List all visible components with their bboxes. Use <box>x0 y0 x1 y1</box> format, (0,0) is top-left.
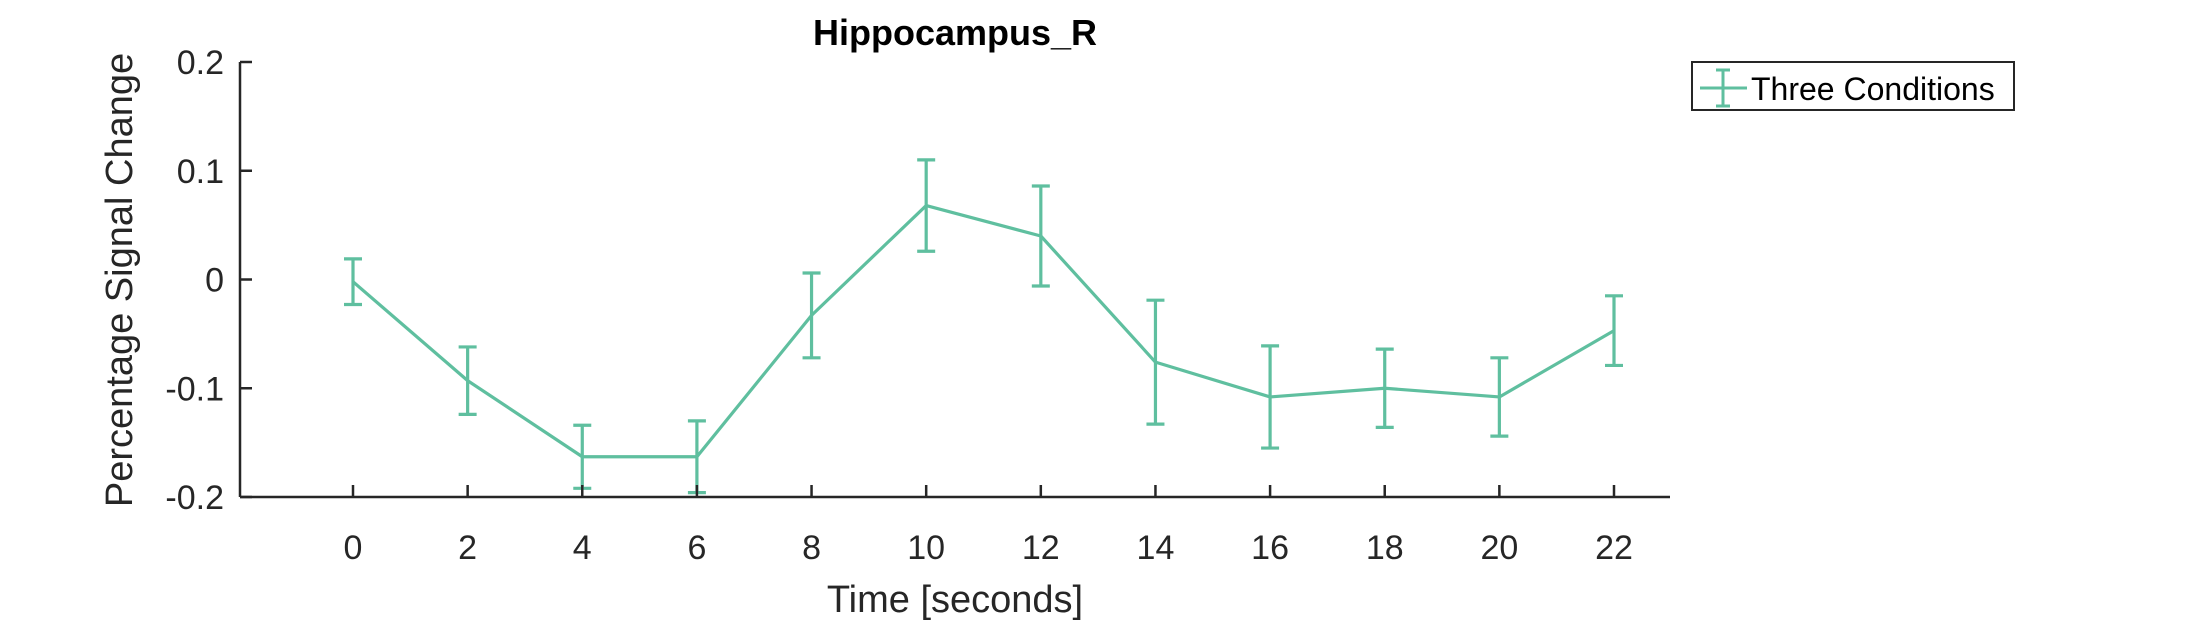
error-bar <box>917 158 936 253</box>
x-tick-label: 4 <box>573 529 592 567</box>
error-bar <box>1375 347 1394 429</box>
x-tick-label: 18 <box>1366 529 1404 567</box>
error-bar <box>1490 356 1509 438</box>
x-tick-label: 6 <box>687 529 706 567</box>
y-tick-label: 0 <box>205 262 224 300</box>
y-tick-label: -0.1 <box>165 370 224 408</box>
y-tick-label: -0.2 <box>165 479 224 517</box>
y-tick-label: 0.2 <box>177 44 224 82</box>
error-bar <box>344 257 362 307</box>
x-axis-ticks: 0 2 4 6 8 10 12 14 16 18 20 22 <box>344 485 1633 567</box>
x-tick-label: 2 <box>458 529 477 567</box>
error-bar <box>1605 294 1623 368</box>
error-bar <box>458 345 477 416</box>
x-tick-label: 14 <box>1137 529 1175 567</box>
error-bar <box>802 271 821 360</box>
error-bar <box>1031 184 1050 288</box>
error-bar <box>1146 298 1165 426</box>
x-tick-label: 22 <box>1595 529 1633 567</box>
x-axis-title: Time [seconds] <box>827 579 1083 621</box>
x-tick-label: 0 <box>344 529 363 567</box>
x-tick-label: 20 <box>1480 529 1518 567</box>
x-tick-label: 16 <box>1251 529 1289 567</box>
y-axis-title: Percentage Signal Change <box>99 53 141 507</box>
x-tick-label: 12 <box>1022 529 1060 567</box>
y-axis-ticks: -0.2 -0.1 0 0.1 0.2 <box>165 44 252 517</box>
legend-box <box>1691 61 2015 111</box>
x-tick-label: 10 <box>907 529 945 567</box>
legend: Three Conditions <box>1691 61 2015 111</box>
chart-title: Hippocampus_R <box>813 12 1097 53</box>
legend-label: Three Conditions <box>1751 71 1995 107</box>
plot-area <box>344 158 1623 495</box>
series-line <box>351 203 1615 459</box>
y-tick-label: 0.1 <box>177 153 224 191</box>
x-tick-label: 8 <box>802 529 821 567</box>
error-bar <box>1261 344 1280 450</box>
